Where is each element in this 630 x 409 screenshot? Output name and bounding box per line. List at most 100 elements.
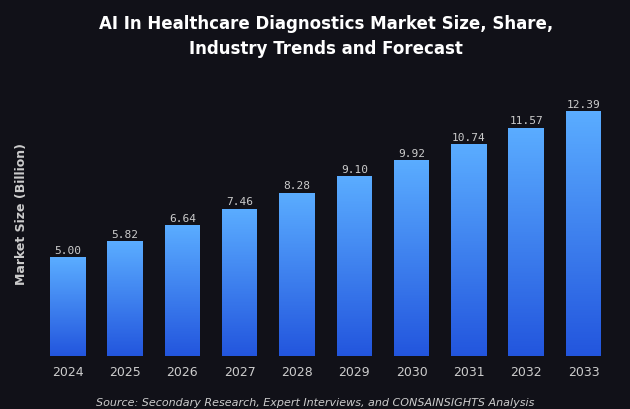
Bar bbox=[336, 271, 372, 272]
Bar bbox=[336, 216, 372, 217]
Bar bbox=[336, 268, 372, 270]
Bar bbox=[164, 256, 200, 257]
Bar bbox=[566, 233, 601, 234]
Bar bbox=[336, 302, 372, 303]
Bar bbox=[336, 287, 372, 288]
Bar bbox=[566, 290, 601, 292]
Bar bbox=[508, 330, 544, 331]
Bar bbox=[394, 175, 430, 176]
Bar bbox=[508, 246, 544, 247]
Bar bbox=[394, 165, 430, 166]
Bar bbox=[508, 311, 544, 312]
Bar bbox=[50, 342, 86, 343]
Bar bbox=[394, 216, 430, 218]
Bar bbox=[279, 332, 315, 333]
Bar bbox=[50, 268, 86, 269]
Bar bbox=[50, 345, 86, 346]
Bar bbox=[164, 344, 200, 345]
Bar bbox=[508, 137, 544, 139]
Bar bbox=[107, 340, 143, 341]
Bar bbox=[451, 331, 486, 332]
Bar bbox=[508, 340, 544, 342]
Bar bbox=[222, 311, 258, 312]
Bar bbox=[107, 295, 143, 296]
Bar bbox=[107, 281, 143, 282]
Bar bbox=[107, 279, 143, 280]
Bar bbox=[107, 257, 143, 258]
Bar bbox=[279, 254, 315, 255]
Bar bbox=[164, 236, 200, 237]
Bar bbox=[336, 328, 372, 330]
Bar bbox=[50, 349, 86, 350]
Bar bbox=[394, 239, 430, 240]
Bar bbox=[279, 230, 315, 231]
Bar bbox=[566, 220, 601, 221]
Bar bbox=[566, 179, 601, 180]
Bar bbox=[566, 260, 601, 261]
Bar bbox=[394, 176, 430, 178]
Bar bbox=[566, 193, 601, 194]
Bar bbox=[451, 305, 486, 306]
Bar bbox=[566, 207, 601, 209]
Bar bbox=[451, 242, 486, 243]
Bar bbox=[508, 303, 544, 304]
Bar bbox=[394, 166, 430, 168]
Bar bbox=[336, 221, 372, 222]
Bar bbox=[336, 348, 372, 349]
Bar bbox=[394, 330, 430, 331]
Bar bbox=[566, 287, 601, 288]
Bar bbox=[279, 310, 315, 311]
Bar bbox=[336, 191, 372, 192]
Bar bbox=[50, 287, 86, 288]
Bar bbox=[508, 183, 544, 184]
Bar bbox=[107, 269, 143, 270]
Bar bbox=[566, 282, 601, 283]
Bar bbox=[451, 201, 486, 202]
Bar bbox=[336, 266, 372, 267]
Bar bbox=[222, 300, 258, 301]
Bar bbox=[336, 313, 372, 314]
Bar bbox=[451, 217, 486, 218]
Bar bbox=[279, 220, 315, 221]
Bar bbox=[279, 217, 315, 218]
Bar bbox=[508, 265, 544, 266]
Bar bbox=[451, 228, 486, 229]
Bar bbox=[336, 235, 372, 236]
Bar bbox=[164, 234, 200, 235]
Bar bbox=[394, 232, 430, 233]
Bar bbox=[451, 160, 486, 162]
Bar bbox=[336, 293, 372, 294]
Bar bbox=[394, 261, 430, 263]
Bar bbox=[107, 277, 143, 278]
Bar bbox=[222, 253, 258, 254]
Bar bbox=[566, 122, 601, 123]
Bar bbox=[50, 292, 86, 293]
Bar bbox=[164, 351, 200, 352]
Bar bbox=[336, 334, 372, 335]
Bar bbox=[336, 245, 372, 246]
Bar bbox=[107, 327, 143, 328]
Bar bbox=[164, 339, 200, 340]
Bar bbox=[394, 223, 430, 225]
Bar bbox=[566, 226, 601, 227]
Bar bbox=[394, 238, 430, 239]
Bar bbox=[394, 215, 430, 216]
Bar bbox=[336, 309, 372, 310]
Bar bbox=[279, 264, 315, 265]
Bar bbox=[222, 309, 258, 310]
Bar bbox=[164, 319, 200, 320]
Bar bbox=[508, 252, 544, 253]
Bar bbox=[279, 293, 315, 294]
Bar bbox=[566, 314, 601, 315]
Bar bbox=[451, 227, 486, 228]
Bar bbox=[508, 175, 544, 176]
Bar bbox=[107, 272, 143, 273]
Bar bbox=[336, 194, 372, 195]
Bar bbox=[394, 246, 430, 247]
Bar bbox=[222, 218, 258, 219]
Bar bbox=[222, 210, 258, 211]
Bar bbox=[50, 332, 86, 333]
Bar bbox=[508, 304, 544, 305]
Bar bbox=[279, 316, 315, 317]
Text: 8.28: 8.28 bbox=[284, 181, 311, 191]
